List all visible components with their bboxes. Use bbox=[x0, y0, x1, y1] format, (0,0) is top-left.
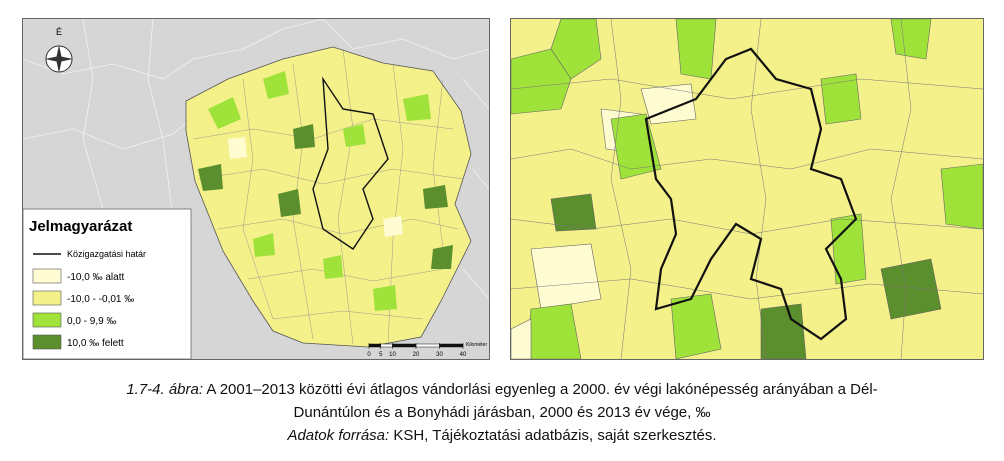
left-map: É Jelmagyarázat Közigazgatási határ 0 5 10… bbox=[23, 19, 489, 359]
scale-segment bbox=[380, 343, 393, 348]
legend-swatch bbox=[32, 290, 62, 306]
source-label: Adatok forrása: bbox=[287, 427, 390, 444]
caption-line-2: Dunántúlon és a Bonyhádi járásban, 2000 … bbox=[0, 401, 1004, 424]
legend-title: Jelmagyarázat bbox=[29, 218, 132, 235]
scale-tick-label: 10 bbox=[389, 352, 396, 358]
legend-swatch bbox=[32, 334, 62, 350]
legend-box bbox=[23, 208, 192, 359]
legend-boundary-label: Közigazgatási határ bbox=[67, 249, 146, 259]
municipal-borders bbox=[192, 48, 464, 345]
scale-segment bbox=[439, 343, 464, 348]
compass bbox=[45, 45, 73, 73]
scale-tick-label: 20 bbox=[413, 352, 420, 358]
municipal-borders bbox=[511, 19, 983, 359]
caption-text: Dunántúlon és a Bonyhádi járásban, 2000 … bbox=[293, 404, 711, 421]
district-boundary bbox=[644, 47, 858, 341]
caption-text: A 2001–2013 közötti évi átlagos vándorlá… bbox=[203, 381, 878, 398]
legend-swatch bbox=[32, 268, 62, 284]
scale-bar: 0 5 10 20 30 40 Kilométer bbox=[367, 342, 487, 358]
left-map-panel: É Jelmagyarázat Közigazgatási határ 0 5 10… bbox=[22, 18, 490, 360]
right-map bbox=[511, 19, 983, 359]
legend-swatch bbox=[32, 312, 62, 328]
green-patches bbox=[198, 71, 453, 311]
right-map-panel bbox=[510, 18, 984, 360]
legend-label: -10,0 - -0,01 ‰ bbox=[67, 294, 134, 305]
scale-segment bbox=[392, 343, 417, 348]
source-text: KSH, Tájékoztatási adatbázis, saját szer… bbox=[389, 427, 717, 444]
scale-tick-label: 40 bbox=[460, 352, 467, 358]
district-boundary bbox=[312, 76, 389, 250]
scale-tick-label: 5 bbox=[379, 352, 383, 358]
scale-segment bbox=[415, 343, 440, 348]
scale-unit: Kilométer bbox=[466, 342, 487, 348]
caption-line-3: Adatok forrása: KSH, Tájékoztatási adatb… bbox=[0, 424, 1004, 447]
figure-label: 1.7-4. ábra: bbox=[126, 381, 204, 398]
legend-label: 10,0 ‰ felett bbox=[67, 338, 124, 349]
scale-tick-label: 0 bbox=[367, 352, 371, 358]
scale-tick-label: 30 bbox=[436, 352, 443, 358]
legend-label: 0,0 - 9,9 ‰ bbox=[67, 316, 116, 327]
legend-label: -10,0 ‰ alatt bbox=[67, 272, 124, 283]
caption-line-1: 1.7-4. ábra: A 2001–2013 közötti évi átl… bbox=[0, 378, 1004, 401]
scale-segment bbox=[368, 343, 381, 348]
municipalities bbox=[511, 19, 983, 359]
north-label: É bbox=[56, 27, 62, 37]
